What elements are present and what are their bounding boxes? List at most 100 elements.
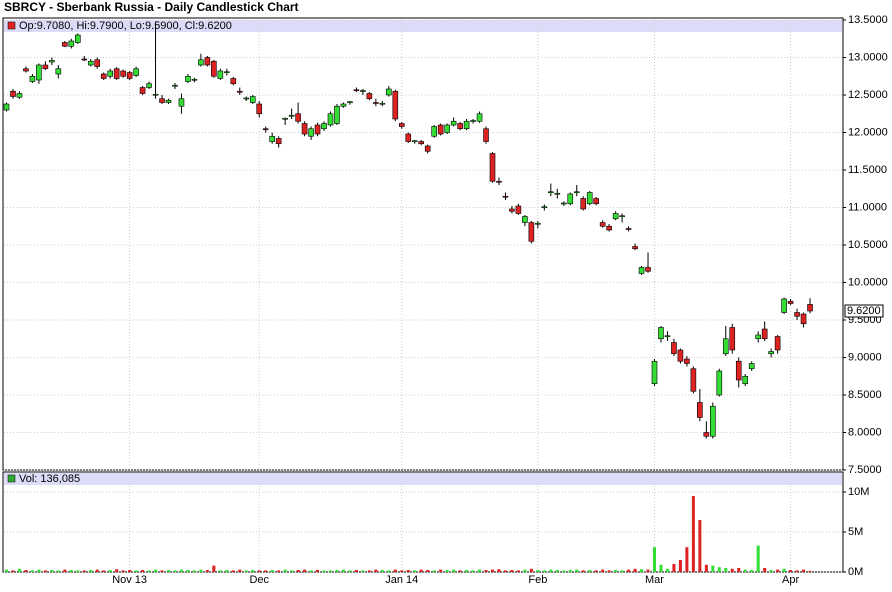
volume-bar: [238, 569, 242, 572]
volume-bar: [594, 570, 598, 572]
candle-body: [450, 120, 457, 126]
candle-body: [774, 336, 781, 351]
volume-bar: [50, 570, 54, 572]
y-tick-label: 13.0000: [848, 51, 888, 63]
candle-body: [411, 140, 418, 143]
candle-body: [515, 205, 522, 214]
volume-bar: [341, 569, 345, 572]
volume-bar: [5, 569, 8, 572]
candle-body: [353, 89, 360, 92]
volume-bar: [439, 569, 443, 572]
volume-bar: [588, 570, 592, 572]
volume-bar: [795, 570, 799, 572]
candle-body: [567, 193, 574, 205]
volume-bar: [205, 570, 209, 572]
volume-bar: [789, 570, 793, 572]
volume-bar: [335, 570, 339, 572]
candle-body: [262, 128, 269, 131]
volume-bar: [529, 568, 533, 572]
candle-body: [139, 87, 146, 94]
candle-body: [554, 192, 561, 195]
y-tick-label: 10.0000: [848, 276, 888, 288]
volume-bar: [640, 569, 644, 572]
x-tick-label: Nov 13: [112, 574, 147, 586]
candle-body: [366, 93, 373, 100]
volume-bar: [653, 547, 656, 572]
y-tick-label: 8.0000: [848, 426, 882, 438]
candle-body: [573, 191, 580, 194]
candle-body: [87, 60, 94, 66]
candle-body: [146, 83, 152, 88]
candle-body: [535, 222, 541, 225]
candle-body: [314, 124, 321, 135]
volume-bar: [387, 570, 391, 572]
y-tick-label: 12.5000: [848, 89, 888, 101]
volume-bar: [212, 565, 216, 572]
candle-body: [373, 102, 379, 104]
volume-bar: [769, 570, 773, 572]
candle-body: [100, 73, 107, 79]
candle-body: [126, 72, 133, 79]
candle-body: [735, 360, 742, 381]
volume-bar: [218, 570, 222, 572]
candle-body: [794, 312, 800, 317]
volume-bar: [724, 568, 728, 572]
candle-body: [152, 93, 159, 96]
x-tick-label: Mar: [645, 574, 664, 586]
volume-bar: [37, 569, 41, 572]
candle-body: [36, 64, 42, 81]
candle-body: [10, 90, 16, 97]
candle-body: [677, 349, 684, 362]
volume-bar: [348, 570, 352, 572]
candle-body: [748, 363, 755, 370]
candle-body: [224, 71, 230, 74]
volume-bar: [257, 570, 261, 572]
volume-bar: [465, 570, 469, 572]
y-tick-label: 11.5000: [848, 164, 887, 176]
volume-bar: [678, 560, 682, 572]
volume-bar: [458, 570, 462, 572]
volume-bar: [704, 564, 708, 572]
candle-body: [541, 206, 548, 209]
candle-body: [288, 114, 295, 117]
volume-bar: [659, 564, 663, 572]
volume-bar: [296, 570, 300, 572]
volume-bar: [102, 570, 106, 572]
volume-bar: [542, 570, 546, 572]
candle-body: [496, 180, 502, 183]
volume-bar: [270, 570, 274, 572]
candle-body: [580, 198, 587, 210]
volume-bar: [141, 570, 145, 572]
candle-body: [658, 327, 664, 340]
candle-body: [120, 70, 126, 77]
candle-body: [638, 267, 645, 274]
candle-body: [619, 215, 625, 218]
candle-body: [548, 191, 554, 194]
candle-body: [476, 113, 483, 122]
candle-body: [522, 216, 528, 223]
candle-body: [703, 432, 710, 437]
candle-body: [23, 68, 29, 72]
candle-body: [49, 60, 55, 63]
candle-body: [379, 102, 386, 105]
volume-bar: [154, 569, 158, 572]
candle-body: [787, 300, 794, 304]
volume-bar: [698, 520, 702, 572]
info-label: Op:9.7080, Hi:9.7900, Lo:9.5900, Cl:9.62…: [19, 20, 232, 32]
candle-body: [230, 78, 237, 85]
volume-bar: [225, 570, 229, 572]
volume-bar: [82, 570, 86, 572]
volume-bar: [419, 569, 423, 572]
volume-bar: [56, 570, 60, 572]
volume-bar: [367, 570, 371, 572]
candle-body: [405, 133, 412, 142]
volume-bar: [380, 570, 384, 572]
volume-bar: [763, 568, 767, 572]
volume-bar: [283, 569, 287, 572]
price-panel: [2, 17, 844, 471]
volume-bar: [316, 570, 320, 572]
marks: [3, 23, 813, 572]
candle-body: [625, 228, 632, 230]
candle-body: [632, 246, 638, 250]
